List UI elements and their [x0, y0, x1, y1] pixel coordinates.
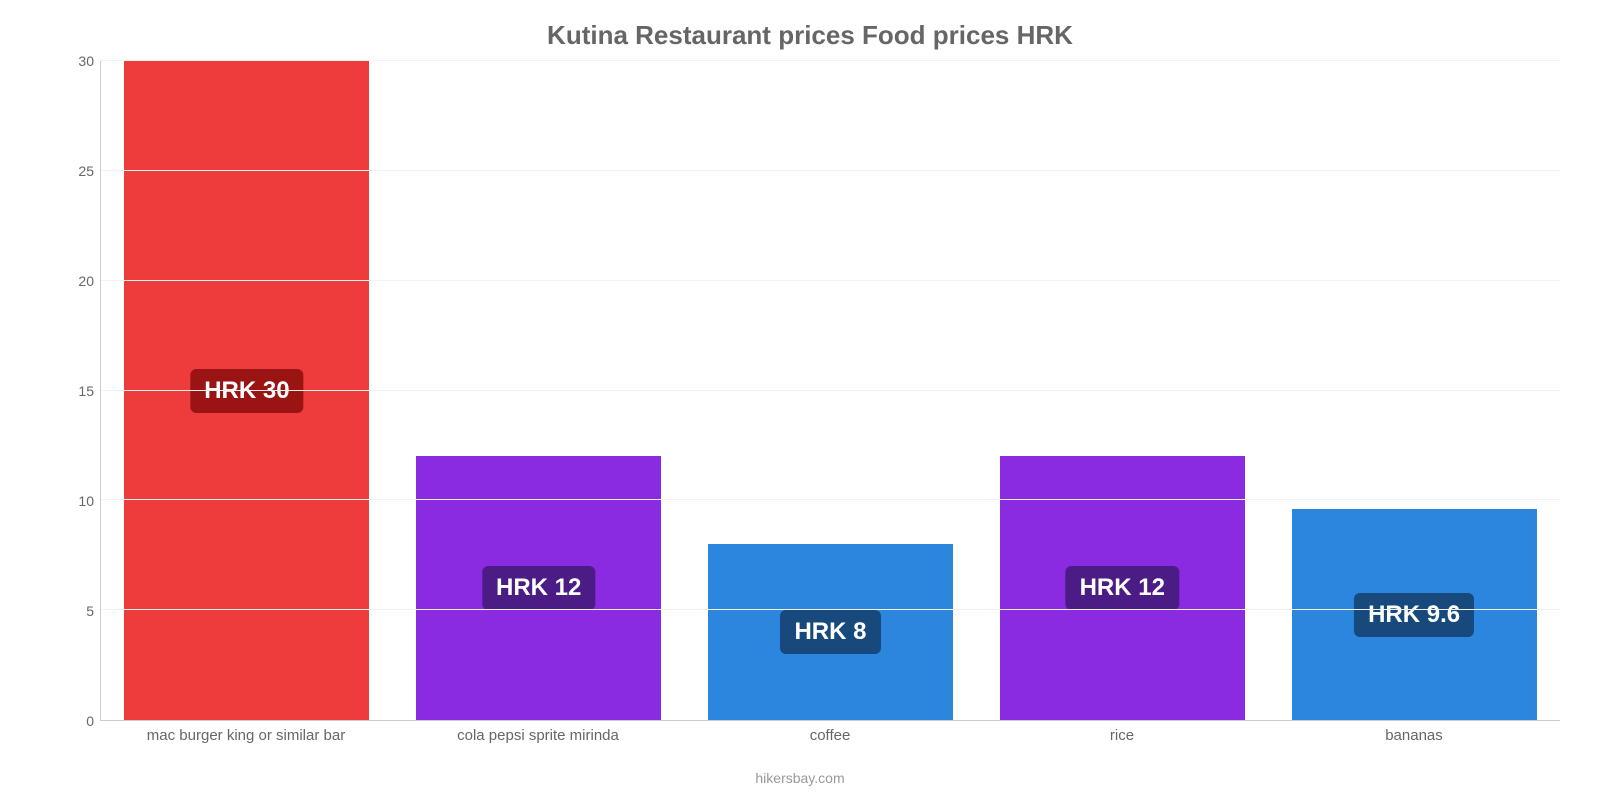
chart-container: Kutina Restaurant prices Food prices HRK… [0, 0, 1600, 800]
gridline [101, 280, 1560, 281]
x-axis-label: coffee [684, 727, 976, 744]
x-axis: mac burger king or similar barcola pepsi… [100, 727, 1560, 744]
bar: HRK 12 [416, 456, 661, 720]
y-tick-label: 25 [78, 163, 94, 179]
bar-slot: HRK 12 [976, 61, 1268, 720]
value-badge: HRK 30 [190, 369, 303, 413]
bar-slot: HRK 9.6 [1268, 61, 1560, 720]
x-axis-label: mac burger king or similar bar [100, 727, 392, 744]
y-tick-label: 5 [86, 603, 94, 619]
bar: HRK 30 [124, 61, 369, 720]
bar: HRK 8 [708, 544, 953, 720]
bar-slot: HRK 8 [685, 61, 977, 720]
bar-slot: HRK 30 [101, 61, 393, 720]
y-tick-label: 10 [78, 493, 94, 509]
y-tick-label: 20 [78, 273, 94, 289]
y-tick-label: 30 [78, 53, 94, 69]
x-axis-label: cola pepsi sprite mirinda [392, 727, 684, 744]
value-badge: HRK 9.6 [1354, 593, 1474, 637]
bar: HRK 12 [1000, 456, 1245, 720]
value-badge: HRK 12 [482, 566, 595, 610]
gridline [101, 609, 1560, 610]
gridline [101, 499, 1560, 500]
y-axis: 051015202530 [60, 61, 100, 721]
gridline [101, 60, 1560, 61]
y-tick-label: 15 [78, 383, 94, 399]
value-badge: HRK 12 [1066, 566, 1179, 610]
bars-layer: HRK 30 HRK 12 HRK 8 HRK 12 HRK 9.6 [101, 61, 1560, 720]
y-tick-label: 0 [86, 713, 94, 729]
bar-slot: HRK 12 [393, 61, 685, 720]
value-badge: HRK 8 [780, 610, 880, 654]
bar: HRK 9.6 [1292, 509, 1537, 720]
plot-area: 051015202530 HRK 30HRK 12HRK 8HRK 12HRK … [60, 61, 1560, 721]
gridline [101, 390, 1560, 391]
x-axis-label: rice [976, 727, 1268, 744]
chart-title: Kutina Restaurant prices Food prices HRK [60, 20, 1560, 51]
plot: HRK 30 HRK 12 HRK 8 HRK 12 HRK 9.6 [100, 61, 1560, 721]
gridline [101, 170, 1560, 171]
attribution-text: hikersbay.com [0, 770, 1600, 786]
x-axis-label: bananas [1268, 727, 1560, 744]
